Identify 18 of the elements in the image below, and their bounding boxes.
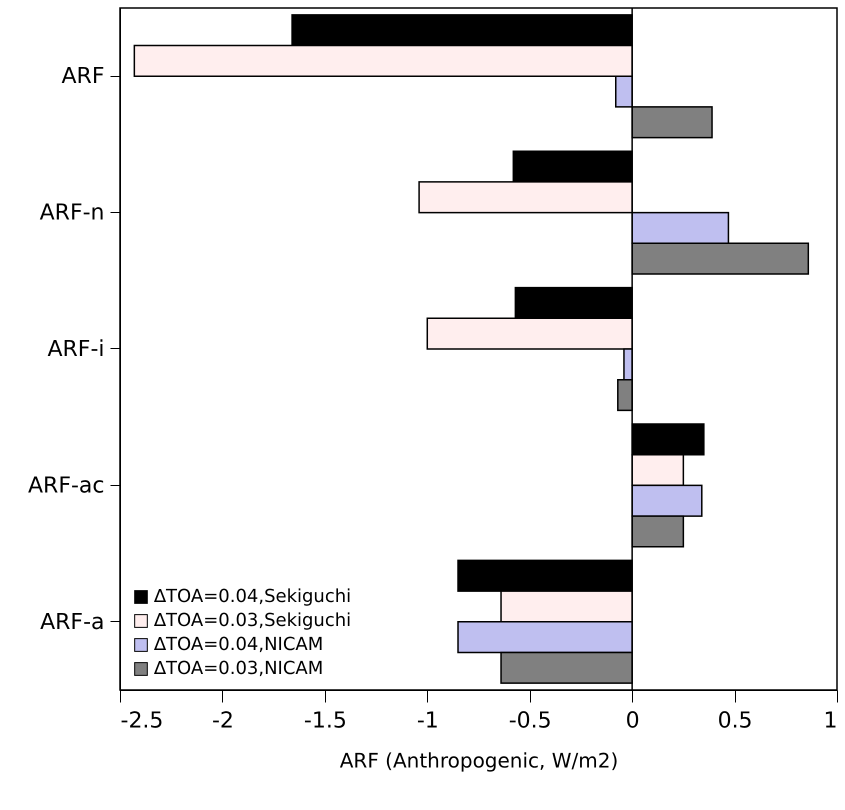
y-tick-label: ARF-i <box>47 337 104 362</box>
x-tick-label: -2 <box>212 708 234 734</box>
x-tick-label: 1 <box>824 708 838 734</box>
x-tick-label: -2.5 <box>120 708 164 734</box>
y-tick-label: ARF <box>62 64 104 90</box>
legend-label: ∆TOA=0.03,Sekiguchi <box>153 610 352 631</box>
x-axis-title: ARF (Anthropogenic, W/m2) <box>340 748 618 772</box>
x-tick-label: -1 <box>416 708 439 734</box>
y-tick-label: ARF-ac <box>28 473 104 498</box>
x-tick-label: -0.5 <box>508 708 552 734</box>
x-tick-label: 0 <box>626 708 640 734</box>
y-tick-label: ARF-n <box>40 200 104 226</box>
legend-label: ∆TOA=0.03,NICAM <box>153 658 324 679</box>
legend-label: ∆TOA=0.04,Sekiguchi <box>153 586 352 607</box>
legend-label: ∆TOA=0.04,NICAM <box>153 634 324 655</box>
y-tick-label: ARF-a <box>40 610 104 635</box>
x-tick-label: 0.5 <box>718 708 753 734</box>
x-tick-label: -1.5 <box>304 708 347 734</box>
